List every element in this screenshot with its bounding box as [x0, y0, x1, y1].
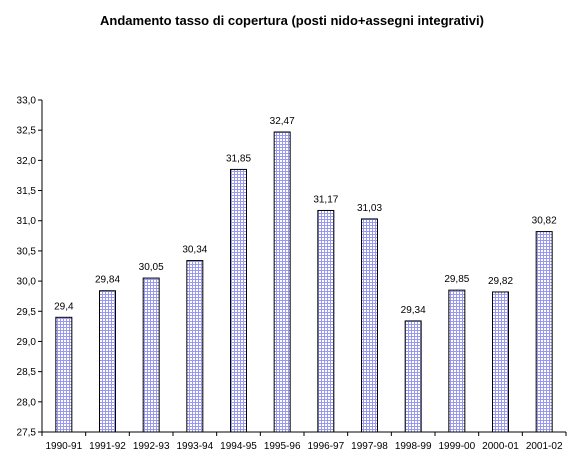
- y-tick-label: 30,0: [17, 277, 37, 288]
- bar: [535, 231, 553, 433]
- x-tick-label: 1998-99: [395, 441, 432, 452]
- bar: [361, 218, 378, 433]
- x-tick-label: 1993-94: [176, 441, 213, 452]
- x-tick-label: 1990-91: [45, 441, 82, 452]
- bar: [317, 209, 335, 433]
- data-label: 29,34: [401, 305, 426, 316]
- bar: [273, 131, 291, 433]
- bar: [404, 320, 422, 433]
- bar: [142, 277, 160, 433]
- x-tick-label: 1996-97: [307, 441, 344, 452]
- axes: 27,5 28,0 28,5 29,0 29,5 30,0 30,5 31,0 31,5 32,0…: [17, 96, 567, 439]
- data-label: 29,82: [488, 276, 513, 287]
- bars: [55, 131, 553, 433]
- y-tick-label: 31,5: [17, 186, 37, 197]
- x-tick-label: 1997-98: [351, 441, 388, 452]
- y-tick-label: 30,5: [17, 246, 37, 257]
- y-tick-label: 33,0: [17, 96, 37, 107]
- y-tick-label: 28,0: [17, 397, 37, 408]
- x-tick-label: 1991-92: [89, 441, 126, 452]
- data-label: 30,05: [139, 262, 164, 273]
- bar: [230, 168, 247, 433]
- x-tick-label: 1994-95: [220, 441, 257, 452]
- y-tick-label: 32,5: [17, 126, 37, 137]
- y-tick-label: 28,5: [17, 367, 37, 378]
- y-tick-label: 29,5: [17, 307, 37, 318]
- x-tick-label: 1999-00: [438, 441, 475, 452]
- y-tick-label: 31,0: [17, 216, 37, 227]
- x-tick-label: 1992-93: [133, 441, 170, 452]
- y-tick-label: 29,0: [17, 337, 37, 348]
- bar: [55, 316, 73, 433]
- data-label: 29,4: [54, 301, 74, 312]
- data-label: 31,03: [357, 203, 382, 214]
- data-label: 30,82: [532, 216, 557, 227]
- data-label: 31,17: [313, 194, 338, 205]
- data-label: 29,85: [444, 274, 469, 285]
- bar: [492, 291, 509, 433]
- x-tick-label: 2000-01: [482, 441, 519, 452]
- bar: [448, 289, 466, 433]
- y-tick-label: 32,0: [17, 156, 37, 167]
- y-tick-label: 27,5: [17, 428, 37, 439]
- chart-title: Andamento tasso di copertura (posti nido…: [100, 13, 484, 28]
- data-label: 30,34: [182, 245, 207, 256]
- x-tick-label: 1995-96: [264, 441, 301, 452]
- labels: 1990-91 29,4 1991-92 29,84 1992-93 30,05 1993-…: [45, 116, 562, 452]
- bar: [186, 260, 204, 433]
- bar: [99, 290, 116, 433]
- data-label: 31,85: [226, 153, 251, 164]
- x-tick-label: 2001-02: [526, 441, 563, 452]
- data-label: 29,84: [95, 275, 120, 286]
- data-label: 32,47: [270, 116, 295, 127]
